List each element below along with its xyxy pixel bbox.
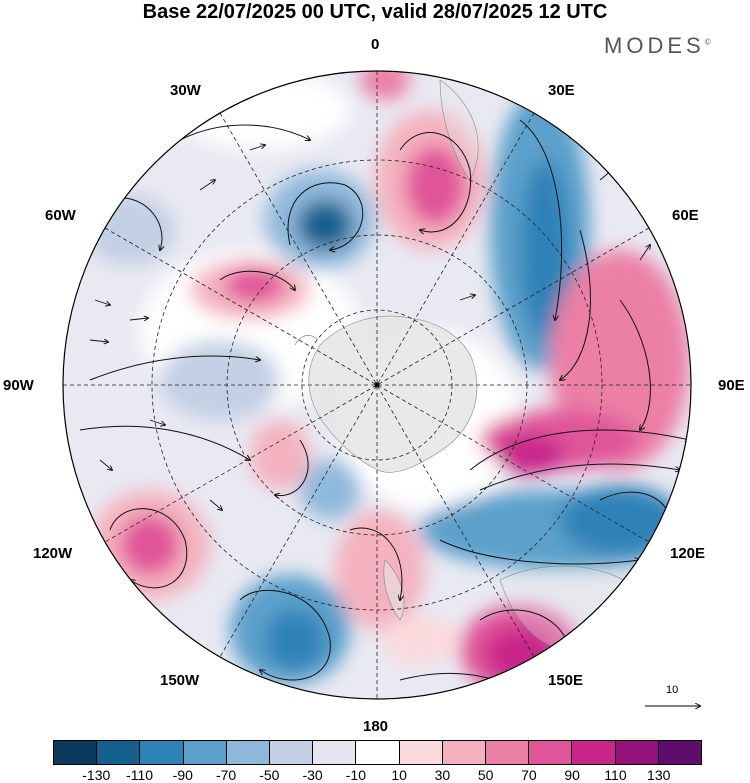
colorbar-swatch (140, 741, 184, 764)
colorbar-tick-label: -110 (126, 767, 154, 783)
low-anomaly (160, 340, 280, 420)
colorbar-tick-label: -30 (302, 767, 323, 783)
high-anomaly (335, 510, 425, 630)
high-anomaly-peak (495, 435, 565, 475)
lon-label-0: 0 (371, 36, 380, 53)
colorbar-tick-label: 50 (477, 767, 494, 783)
low-anomaly-core (297, 200, 353, 250)
colorbar-swatch (442, 741, 487, 764)
lon-label-60e: 60E (672, 207, 699, 224)
antarctic-peninsula (294, 335, 319, 346)
modes-logo: MODES© (604, 33, 711, 59)
colorbar-tick-label: 30 (434, 767, 451, 783)
brand-name: MODES (604, 33, 705, 58)
lon-label-120e: 120E (670, 545, 706, 562)
anomaly-field (63, 71, 691, 699)
map-boundary (62, 70, 692, 700)
colorbar-tick-label: 90 (564, 767, 580, 783)
colorbar-tick-label: -50 (259, 767, 280, 783)
high-anomaly-core (120, 515, 180, 575)
colorbar-swatch (97, 741, 141, 764)
high-anomaly-core (225, 267, 285, 303)
lon-label-150w: 150W (160, 672, 200, 689)
lon-label-180: 180 (363, 718, 389, 735)
colorbar-tick-label: -70 (215, 767, 237, 783)
high-anomaly (250, 420, 310, 490)
lon-label-90w: 90W (3, 377, 34, 394)
colorbar-ticks: -130 -110 -90 -70 -50 -30 -10 10 30 50 70 90 110 130 (0, 767, 750, 783)
lon-label-120w: 120W (33, 545, 73, 562)
chart-title: Base 22/07/2025 00 UTC, valid 28/07/2025… (142, 1, 608, 23)
colorbar-swatch (226, 741, 271, 764)
lon-label-60w: 60W (45, 207, 76, 224)
colorbar (53, 740, 702, 765)
low-anomaly-core (560, 485, 680, 555)
reference-vector-label: 10 (666, 684, 679, 696)
brand-mark: © (704, 37, 711, 47)
colorbar-tick-label: -130 (82, 767, 111, 783)
lon-label-30e: 30E (548, 82, 575, 99)
colorbar-swatch (183, 741, 227, 764)
colorbar-swatch (529, 741, 573, 764)
low-anomaly-core (265, 610, 325, 670)
colorbar-swatch (486, 741, 530, 764)
wind-streamlines (79, 119, 690, 693)
graticule (63, 71, 691, 699)
colorbar-swatch (313, 741, 357, 764)
colorbar-swatch (356, 741, 400, 764)
colorbar-tick-label: 130 (647, 767, 671, 783)
lon-label-90e: 90E (718, 377, 745, 394)
colorbar-tick-label: 10 (391, 767, 407, 783)
colorbar-tick-label: -90 (172, 767, 193, 783)
low-anomaly (300, 460, 360, 520)
colorbar-swatch (572, 741, 616, 764)
high-anomaly (360, 71, 410, 100)
high-anomaly (380, 615, 460, 665)
colorbar-swatch (658, 741, 702, 764)
colorbar-swatch (615, 741, 659, 764)
colorbar-tick-label: 70 (521, 767, 537, 783)
colorbar-tick-label: 110 (604, 767, 627, 783)
colorbar-swatch (399, 741, 443, 764)
high-anomaly-core (405, 145, 465, 225)
lon-label-30w: 30W (170, 82, 201, 99)
polar-map (62, 70, 750, 740)
colorbar-swatch (270, 741, 314, 764)
new-zealand (383, 559, 405, 621)
south-pole-marker (374, 382, 380, 388)
lon-label-150e: 150E (548, 672, 584, 689)
colorbar-swatch (54, 741, 98, 764)
colorbar-tick-label: -10 (345, 767, 366, 783)
